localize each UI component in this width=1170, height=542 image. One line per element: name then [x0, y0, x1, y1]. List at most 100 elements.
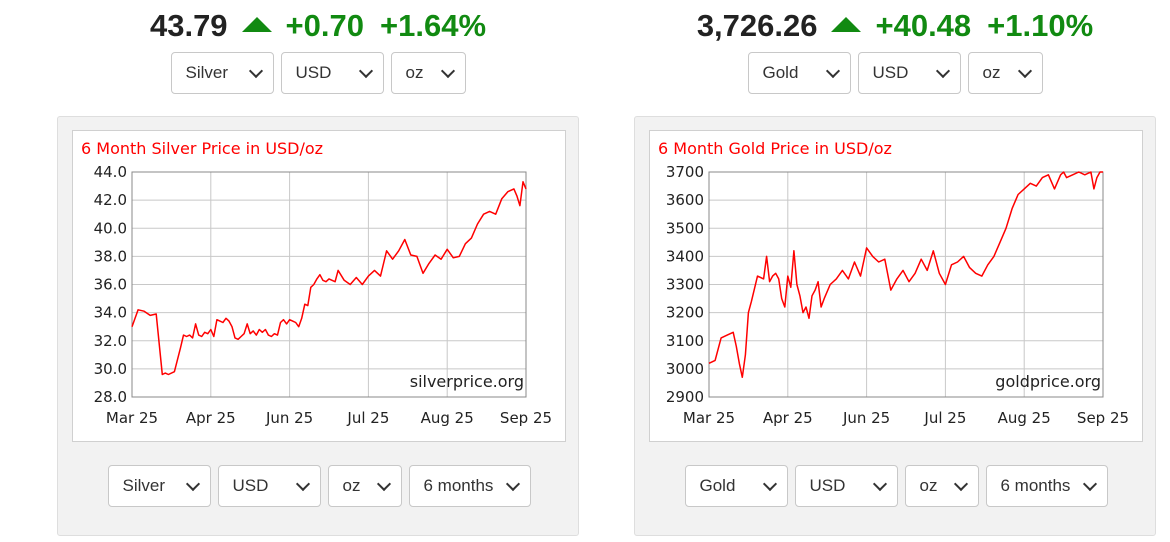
silver-panel: 43.79 +0.70 +1.64% Silver USD oz 6 Month…	[57, 0, 579, 536]
unit-select-value: oz	[982, 63, 1001, 82]
chart-currency-select[interactable]: USD	[794, 465, 898, 507]
chevron-down-icon	[376, 476, 391, 491]
chart-unit-select-value: oz	[919, 476, 938, 495]
chart-currency-select[interactable]: USD	[217, 465, 321, 507]
chart-watermark: silverprice.org	[410, 372, 524, 391]
chevron-down-icon	[1082, 476, 1097, 491]
up-arrow-icon	[831, 16, 862, 32]
unit-select-value: oz	[405, 63, 424, 82]
y-tick-label: 3700	[666, 163, 704, 181]
chart-unit-select[interactable]: oz	[904, 465, 979, 507]
x-tick-label: Mar 25	[683, 409, 735, 427]
y-tick-label: 28.0	[94, 388, 127, 406]
silver-bottom-selects: Silver USD oz 6 months	[58, 465, 580, 507]
x-tick-label: Apr 25	[763, 409, 813, 427]
y-tick-label: 3400	[666, 247, 704, 265]
y-tick-label: 36.0	[94, 276, 127, 294]
x-tick-label: Aug 25	[421, 409, 474, 427]
gold-panel: 3,726.26 +40.48 +1.10% Gold USD oz 6 Mon…	[634, 0, 1156, 536]
gold-bottom-selects: Gold USD oz 6 months	[635, 465, 1157, 507]
chevron-down-icon	[358, 63, 373, 78]
x-tick-label: Sep 25	[500, 409, 552, 427]
chart-title: 6 Month Gold Price in USD/oz	[658, 139, 892, 158]
y-tick-label: 30.0	[94, 360, 127, 378]
chart-period-select[interactable]: 6 months	[408, 465, 531, 507]
gold-chart-box: 6 Month Gold Price in USD/oz 3700 3600 3500…	[634, 116, 1156, 536]
chevron-down-icon	[762, 476, 777, 491]
y-tick-label: 40.0	[94, 219, 127, 237]
chart-metal-select[interactable]: Gold	[684, 465, 788, 507]
x-tick-label: Mar 25	[106, 409, 158, 427]
x-tick-label: Jun 25	[842, 409, 890, 427]
metal-select[interactable]: Gold	[747, 52, 851, 94]
y-tick-label: 3000	[666, 360, 704, 378]
chart-period-select-value: 6 months	[423, 476, 494, 495]
y-tick-label: 32.0	[94, 332, 127, 350]
unit-select[interactable]: oz	[967, 52, 1043, 94]
chevron-down-icon	[185, 476, 200, 491]
silver-chart-svg: 6 Month Silver Price in USD/oz 44.0 42.0 40…	[81, 139, 552, 427]
silver-price-line	[131, 181, 527, 376]
silver-price-header: 43.79 +0.70 +1.64%	[57, 0, 579, 52]
silver-change-percent: +1.64%	[380, 8, 487, 43]
chart-watermark: goldprice.org	[995, 372, 1101, 391]
y-tick-label: 3100	[666, 332, 704, 350]
chevron-down-icon	[825, 63, 840, 78]
gold-chart-svg: 6 Month Gold Price in USD/oz 3700 3600 3500…	[658, 139, 1129, 427]
chevron-down-icon	[953, 476, 968, 491]
y-tick-label: 3600	[666, 191, 704, 209]
chevron-down-icon	[440, 63, 455, 78]
chevron-down-icon	[935, 63, 950, 78]
metal-select-value: Silver	[185, 63, 229, 82]
y-tick-label: 34.0	[94, 304, 127, 322]
gold-change-percent: +1.10%	[987, 8, 1094, 43]
silver-chart: 6 Month Silver Price in USD/oz 44.0 42.0 40…	[72, 130, 566, 442]
chart-metal-select-value: Gold	[699, 476, 736, 495]
gold-top-selects: Gold USD oz	[634, 52, 1156, 94]
plot-border	[131, 171, 527, 398]
gold-change: +40.48	[875, 8, 972, 43]
currency-select-value: USD	[295, 63, 332, 82]
currency-select-value: USD	[872, 63, 909, 82]
chart-metal-select-value: Silver	[122, 476, 166, 495]
chart-unit-select-value: oz	[342, 476, 361, 495]
chart-currency-select-value: USD	[232, 476, 269, 495]
chevron-down-icon	[248, 63, 263, 78]
x-tick-label: Aug 25	[998, 409, 1051, 427]
chevron-down-icon	[295, 476, 310, 491]
silver-change: +0.70	[285, 8, 364, 43]
x-tick-label: Sep 25	[1077, 409, 1129, 427]
y-tick-label: 3300	[666, 276, 704, 294]
chart-title: 6 Month Silver Price in USD/oz	[81, 139, 323, 158]
x-tick-label: Jul 25	[923, 409, 966, 427]
chevron-down-icon	[872, 476, 887, 491]
currency-select[interactable]: USD	[280, 52, 384, 94]
currency-select[interactable]: USD	[857, 52, 961, 94]
gold-price-header: 3,726.26 +40.48 +1.10%	[634, 0, 1156, 52]
gold-chart: 6 Month Gold Price in USD/oz 3700 3600 3500…	[649, 130, 1143, 442]
y-tick-label: 3500	[666, 219, 704, 237]
chart-currency-select-value: USD	[809, 476, 846, 495]
up-arrow-icon	[241, 16, 272, 32]
plot-border	[708, 171, 1104, 398]
y-tick-label: 44.0	[94, 163, 127, 181]
y-tick-label: 42.0	[94, 191, 127, 209]
y-tick-label: 3200	[666, 304, 704, 322]
x-tick-label: Jun 25	[265, 409, 313, 427]
silver-top-selects: Silver USD oz	[57, 52, 579, 94]
y-tick-label: 38.0	[94, 247, 127, 265]
unit-select[interactable]: oz	[390, 52, 466, 94]
chart-period-select[interactable]: 6 months	[985, 465, 1108, 507]
gold-price: 3,726.26	[696, 8, 818, 43]
chart-period-select-value: 6 months	[1000, 476, 1071, 495]
metal-select-value: Gold	[762, 63, 799, 82]
chevron-down-icon	[505, 476, 520, 491]
metal-select[interactable]: Silver	[170, 52, 274, 94]
chevron-down-icon	[1017, 63, 1032, 78]
chart-metal-select[interactable]: Silver	[107, 465, 211, 507]
x-tick-label: Apr 25	[186, 409, 236, 427]
silver-price: 43.79	[149, 8, 228, 43]
chart-unit-select[interactable]: oz	[327, 465, 402, 507]
x-tick-label: Jul 25	[346, 409, 389, 427]
silver-chart-box: 6 Month Silver Price in USD/oz 44.0 42.0 40…	[57, 116, 579, 536]
